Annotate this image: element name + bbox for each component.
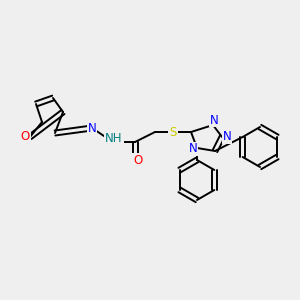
- Text: N: N: [189, 142, 197, 155]
- Text: O: O: [134, 154, 142, 166]
- Text: N: N: [223, 130, 231, 143]
- Text: O: O: [20, 130, 30, 143]
- Text: N: N: [88, 122, 96, 134]
- Text: NH: NH: [105, 133, 123, 146]
- Text: S: S: [169, 125, 177, 139]
- Text: N: N: [210, 113, 218, 127]
